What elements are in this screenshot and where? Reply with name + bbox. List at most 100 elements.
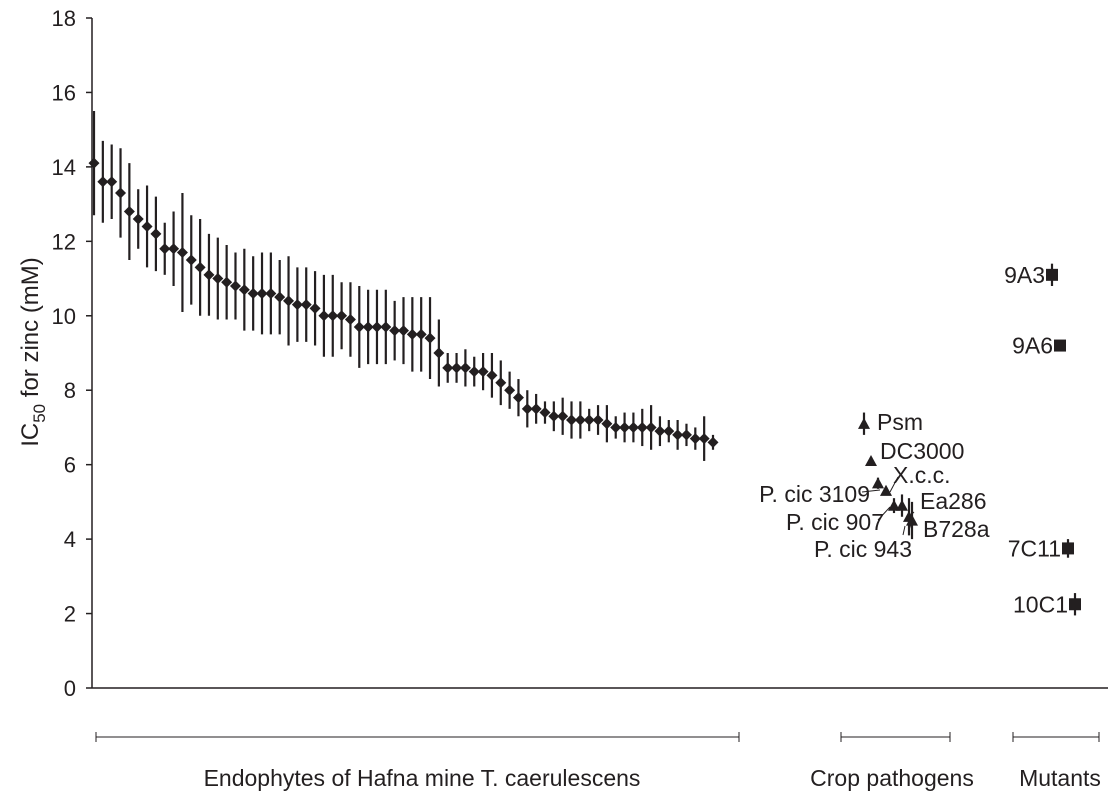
endophyte-point xyxy=(610,421,622,433)
y-tick-label: 4 xyxy=(64,527,76,552)
pathogen-label: Psm xyxy=(877,409,923,435)
endophyte-point xyxy=(433,347,445,359)
svg-text:IC50 for zinc (mM): IC50 for zinc (mM) xyxy=(17,257,49,447)
y-tick-label: 12 xyxy=(52,229,76,254)
endophyte-point xyxy=(362,321,374,333)
y-tick-label: 16 xyxy=(52,80,76,105)
pathogen-point xyxy=(865,454,877,467)
endophyte-point xyxy=(627,421,639,433)
pathogen-point xyxy=(906,514,918,526)
endophyte-point xyxy=(680,429,692,441)
endophyte-point xyxy=(106,176,118,188)
endophyte-point xyxy=(645,421,657,433)
endophyte-point xyxy=(115,187,127,199)
endophyte-point xyxy=(159,243,171,255)
endophyte-point xyxy=(504,384,516,396)
endophyte-point xyxy=(636,421,648,433)
pathogen-label: P. cic 943 xyxy=(814,536,912,562)
endophyte-point xyxy=(141,220,153,232)
y-tick-label: 2 xyxy=(64,602,76,627)
pathogen-label: DC3000 xyxy=(880,438,964,464)
endophyte-point xyxy=(185,254,197,266)
endophyte-point xyxy=(539,407,551,419)
endophyte-point xyxy=(371,321,383,333)
endophyte-point xyxy=(442,362,454,374)
endophyte-point xyxy=(265,287,277,299)
mutant-point xyxy=(1069,598,1081,611)
endophyte-point xyxy=(583,414,595,426)
endophyte-point xyxy=(698,433,710,445)
mutant-point xyxy=(1046,268,1058,281)
endophyte-point xyxy=(238,284,250,296)
endophyte-point xyxy=(247,287,259,299)
endophyte-point xyxy=(380,321,392,333)
group-brackets: Endophytes of Hafna mine T. caerulescens… xyxy=(95,732,1101,791)
endophyte-point xyxy=(521,403,533,415)
y-tick-label: 0 xyxy=(64,676,76,701)
group-label: Endophytes of Hafna mine T. caerulescens xyxy=(204,765,641,791)
endophyte-point xyxy=(557,410,569,422)
mutant-point xyxy=(1054,339,1066,352)
endophyte-point xyxy=(689,433,701,445)
pathogen-point xyxy=(858,417,870,429)
pathogen-label: Ea286 xyxy=(920,488,987,514)
axes: 0 2 4 6 8 10 12 14 16 18 xyxy=(52,6,1108,701)
endophyte-point xyxy=(318,310,330,322)
endophyte-point xyxy=(398,325,409,337)
endophyte-point xyxy=(256,287,268,299)
endophyte-point xyxy=(88,157,100,169)
endophyte-point xyxy=(212,273,224,285)
endophyte-point xyxy=(123,206,135,218)
endophyte-point xyxy=(229,280,241,292)
endophyte-point xyxy=(574,414,586,426)
pathogen-point xyxy=(896,499,908,511)
endophyte-point xyxy=(601,418,613,430)
endophyte-point xyxy=(274,291,286,303)
y-axis-label-prefix: IC xyxy=(17,423,44,447)
endophyte-point xyxy=(486,369,498,381)
endophyte-point xyxy=(672,429,684,441)
mutant-label: 10C1 xyxy=(1013,591,1068,617)
endophyte-point xyxy=(291,299,303,311)
endophyte-point xyxy=(389,325,401,337)
y-tick-label: 8 xyxy=(64,378,76,403)
endophyte-point xyxy=(132,213,144,225)
pathogen-label: P. cic 907 xyxy=(786,509,884,535)
pathogen-label: X.c.c. xyxy=(893,462,951,488)
endophyte-point xyxy=(203,269,215,281)
endophyte-point xyxy=(309,302,321,314)
endophyte-point xyxy=(530,403,542,415)
y-axis-label-sub: 50 xyxy=(30,404,49,423)
endophyte-point xyxy=(424,332,436,344)
endophyte-point xyxy=(459,362,471,374)
series-endophytes xyxy=(88,111,719,461)
endophyte-point xyxy=(512,392,524,404)
endophyte-point xyxy=(221,276,233,288)
y-axis-label-suffix: for zinc (mM) xyxy=(17,257,44,404)
endophyte-point xyxy=(283,295,295,307)
y-tick-label: 14 xyxy=(52,155,76,180)
endophyte-point xyxy=(468,366,480,378)
endophyte-point xyxy=(451,362,463,374)
endophyte-point xyxy=(592,414,604,426)
mutant-label: 9A6 xyxy=(1012,333,1053,359)
group-label: Mutants xyxy=(1019,765,1101,791)
endophyte-point xyxy=(327,310,339,322)
endophyte-point xyxy=(415,328,427,340)
pathogen-point xyxy=(888,499,900,511)
y-tick-label: 18 xyxy=(52,6,76,31)
endophyte-point xyxy=(495,377,507,389)
endophyte-point xyxy=(194,261,206,273)
endophyte-point xyxy=(619,421,631,433)
endophyte-point xyxy=(548,410,560,422)
pathogen-point xyxy=(880,484,892,496)
y-tick-label: 6 xyxy=(64,453,76,478)
endophyte-point xyxy=(176,247,188,258)
endophyte-point xyxy=(663,425,675,437)
endophyte-point xyxy=(344,314,356,325)
series-mutants: 9A3 9A6 7C11 10C1 xyxy=(1004,262,1081,617)
endophyte-point xyxy=(353,321,365,333)
endophyte-point xyxy=(406,328,418,340)
label-leader xyxy=(889,476,899,493)
